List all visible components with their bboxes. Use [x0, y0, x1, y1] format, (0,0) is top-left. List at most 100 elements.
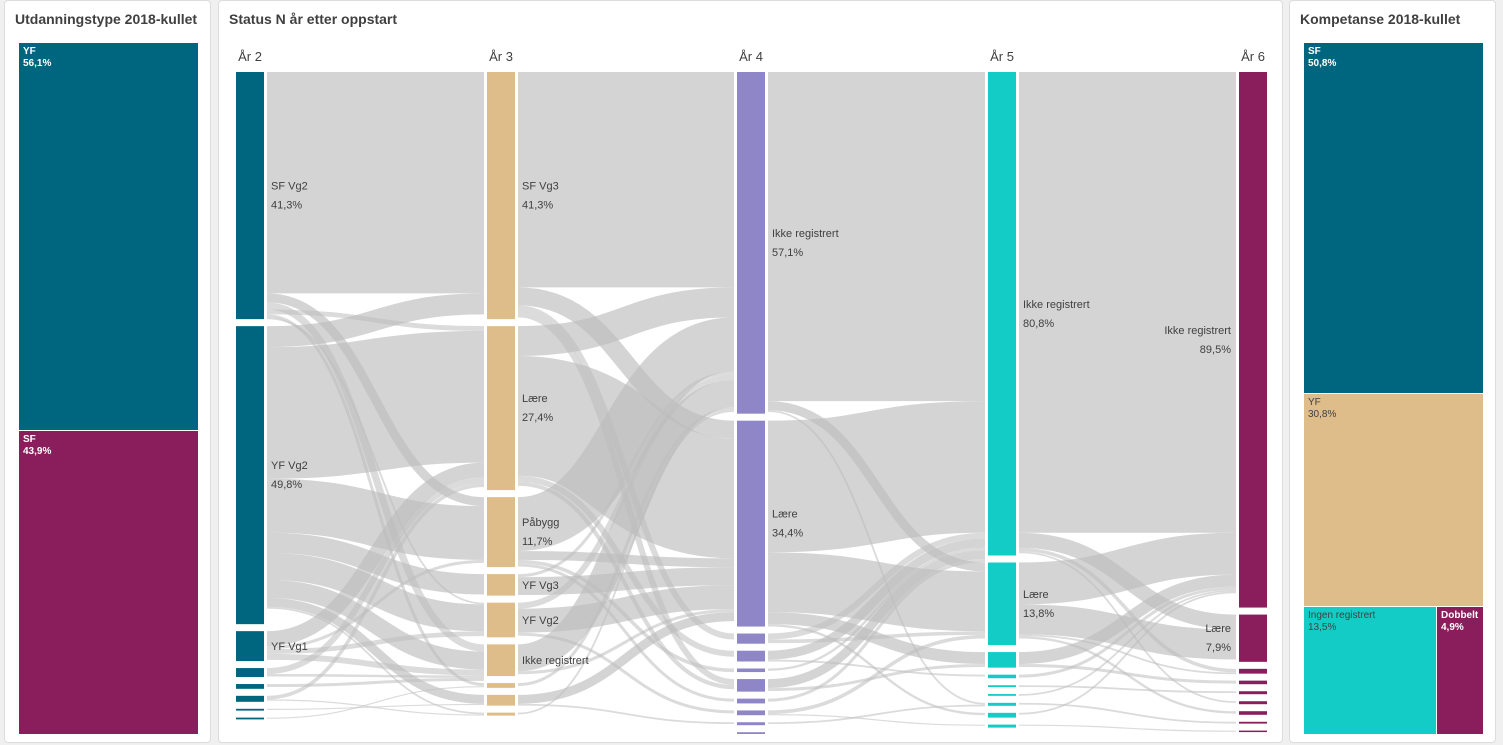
sankey-node — [487, 326, 515, 491]
sankey-node — [988, 652, 1016, 668]
treemap-cell-yf[interactable]: YF 30,8% — [1304, 394, 1484, 607]
treemap-cell-sf[interactable]: SF 50,8% — [1304, 43, 1484, 394]
node-pct: 27,4% — [522, 412, 553, 424]
sankey-node — [737, 650, 765, 662]
status-sankey-panel: Status N år etter oppstart År 2 SF Vg2 41,… — [218, 0, 1283, 743]
sankey-node — [1239, 680, 1267, 685]
node-pct: 41,3% — [271, 200, 302, 212]
sankey-link — [767, 714, 986, 726]
node-label: YF Vg2 — [522, 615, 559, 627]
sankey-link — [1018, 664, 1237, 684]
sankey-node — [236, 717, 264, 720]
sankey-link — [1018, 724, 1237, 732]
sankey-node — [988, 712, 1016, 718]
treemap-cell-ingen-registrert[interactable]: Ingen registrert 13,5% — [1304, 607, 1437, 735]
sankey-node — [236, 708, 264, 711]
sankey-node — [487, 602, 515, 638]
sankey-link — [266, 462, 485, 647]
node-pct: 49,8% — [271, 479, 302, 491]
node-pct: 41,3% — [522, 200, 553, 212]
sankey-node — [1239, 668, 1267, 674]
sankey-link — [266, 293, 485, 348]
sankey-node — [236, 695, 264, 702]
sankey-link — [767, 559, 986, 702]
sankey-link — [266, 653, 485, 676]
sankey-link — [767, 631, 986, 644]
treemap-cell-yf[interactable]: YF 56,1% — [19, 43, 199, 431]
column-header: År 5 — [990, 49, 1014, 64]
sankey-node — [1239, 711, 1267, 715]
column-header: År 6 — [1241, 49, 1265, 64]
sankey-node — [1239, 730, 1267, 733]
sankey-link — [1018, 532, 1237, 605]
sankey-link — [517, 371, 735, 578]
utdanningstype-panel: Utdanningstype 2018-kullet YF 56,1% SF 43,… — [4, 0, 211, 743]
sankey-node — [988, 674, 1016, 679]
sankey-node — [988, 562, 1016, 646]
sankey-link — [767, 664, 986, 692]
panel-title: Status N år etter oppstart — [229, 11, 398, 27]
node-pct: 89,5% — [1200, 344, 1231, 356]
sankey-link — [516, 317, 736, 551]
sankey-link — [266, 579, 485, 670]
node-label: SF Vg2 — [271, 181, 308, 193]
sankey-link — [516, 380, 736, 672]
sankey-link — [517, 410, 735, 715]
sankey-node — [988, 685, 1016, 688]
sankey-node — [487, 574, 515, 596]
sankey-link — [266, 606, 485, 715]
sankey-node — [236, 631, 264, 662]
sankey-link — [266, 478, 485, 560]
sankey-link — [517, 703, 735, 725]
sankey-link — [266, 686, 485, 719]
cell-pct: 43,9% — [23, 446, 52, 457]
sankey-node — [236, 72, 264, 320]
treemap-cell-sf[interactable]: SF 43,9% — [19, 431, 199, 735]
node-pct: 80,8% — [1023, 318, 1054, 330]
node-pct: 11,7% — [522, 536, 553, 548]
sankey-node — [737, 679, 765, 692]
cell-label: SF — [23, 434, 36, 445]
sankey-node — [988, 702, 1016, 706]
node-label: Ikke registrert — [772, 228, 839, 240]
node-label: YF Vg2 — [271, 460, 308, 472]
sankey-node — [236, 326, 264, 625]
sankey-link — [266, 677, 485, 688]
treemap-cell-dobbelt[interactable]: Dobbelt 4,9% — [1437, 607, 1484, 735]
sankey-link — [767, 634, 986, 715]
panel-title: Kompetanse 2018-kullet — [1300, 11, 1461, 27]
cell-label: SF — [1308, 46, 1321, 57]
sankey-link — [266, 703, 485, 711]
column-header: År 2 — [238, 49, 262, 64]
column-header: År 4 — [739, 49, 763, 64]
sankey-node — [1239, 614, 1267, 662]
sankey-node — [737, 722, 765, 726]
sankey-link — [266, 302, 485, 652]
cell-pct: 56,1% — [23, 58, 52, 69]
node-pct: 57,1% — [772, 247, 803, 259]
cell-label: Ingen registrert — [1308, 610, 1376, 621]
sankey-node — [1239, 691, 1267, 695]
sankey-link — [767, 704, 986, 725]
cell-pct: 4,9% — [1441, 622, 1464, 633]
sankey-node — [737, 72, 765, 414]
cell-label: YF — [23, 46, 36, 57]
sankey-link — [1018, 702, 1237, 724]
sankey-link — [767, 532, 986, 640]
node-label: YF Vg1 — [271, 641, 308, 653]
sankey-link — [1018, 547, 1237, 673]
sankey-node — [487, 497, 515, 568]
node-label: SF Vg3 — [522, 181, 559, 193]
sankey-node — [1239, 701, 1267, 705]
node-label: YF Vg3 — [522, 580, 559, 592]
sankey-link — [767, 550, 986, 689]
sankey-node — [236, 668, 264, 678]
node-label: Ikke registrert — [522, 655, 589, 667]
sankey-link — [1018, 586, 1237, 678]
sankey-link — [1018, 589, 1237, 696]
sankey-node — [1239, 72, 1267, 608]
sankey-link — [767, 401, 986, 553]
node-label: Lære — [1205, 623, 1231, 635]
node-pct: 34,4% — [772, 528, 803, 540]
sankey-node — [737, 698, 765, 704]
